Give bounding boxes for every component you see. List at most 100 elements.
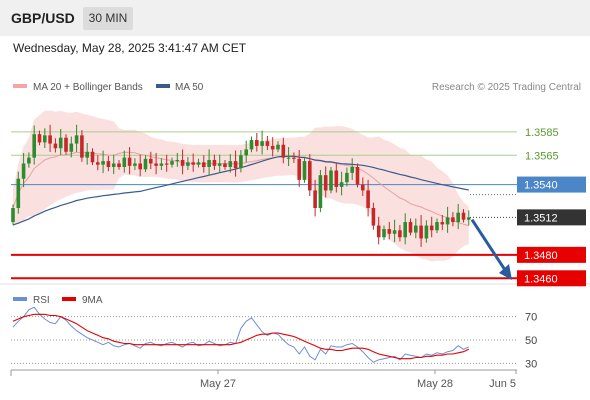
candle-body <box>260 141 264 146</box>
candle-body <box>90 151 95 163</box>
legend-swatch-ma50 <box>156 84 170 88</box>
candle <box>339 171 344 196</box>
candle-body <box>164 163 169 165</box>
candle <box>133 158 137 171</box>
candle-body <box>228 161 233 167</box>
candle-body <box>48 135 52 144</box>
candle <box>207 149 211 176</box>
legend-label-rsi: RSI <box>33 295 50 306</box>
level-1-3480-label: 1.3480 <box>524 250 558 262</box>
candle-body <box>297 158 301 180</box>
candle <box>281 137 286 164</box>
candle-body <box>138 163 142 170</box>
candle <box>58 128 63 156</box>
candle-body <box>170 161 174 165</box>
header-bar: GBP/USD 30 MIN <box>0 0 590 36</box>
candle-body <box>345 172 349 183</box>
level-1-3585-label: 1.3585 <box>525 127 559 139</box>
candle <box>292 152 296 164</box>
candle-body <box>127 157 132 166</box>
candle-body <box>223 163 227 167</box>
candle-body <box>16 178 21 208</box>
candle <box>440 215 445 231</box>
candle-body <box>414 225 418 233</box>
legend-swatch-ma20 <box>13 84 27 88</box>
candle-body <box>302 161 307 180</box>
candle-body <box>217 163 222 166</box>
candle-body <box>207 159 211 167</box>
candle-body <box>334 170 339 187</box>
candle-body <box>249 140 254 150</box>
candle-body <box>361 184 365 191</box>
legend-label-ma20: MA 20 + Bollinger Bands <box>33 82 143 93</box>
pair-title: GBP/USD <box>11 10 75 26</box>
candle-body <box>461 212 466 220</box>
candle <box>21 152 26 188</box>
timeframe-badge[interactable]: 30 MIN <box>83 7 133 30</box>
candle-body <box>440 222 445 225</box>
candle-body <box>286 157 291 159</box>
candle <box>159 158 164 171</box>
level-1-3565-label: 1.3565 <box>525 150 559 162</box>
rsi-line <box>12 306 469 363</box>
candle-body <box>80 135 84 158</box>
candle <box>223 159 227 170</box>
candle <box>355 163 360 188</box>
candle-body <box>233 161 238 169</box>
candle <box>228 154 233 173</box>
candle <box>366 179 370 217</box>
candle-body <box>143 158 148 170</box>
candle <box>445 206 450 233</box>
candle <box>43 128 47 149</box>
rsi-tick-30: 30 <box>525 358 537 370</box>
candle-body <box>122 157 127 167</box>
candle-body <box>202 162 206 167</box>
candle-body <box>429 225 434 231</box>
candle-body <box>276 144 280 150</box>
candle-body <box>37 134 42 143</box>
candle-body <box>32 134 36 158</box>
attribution: Research © 2025 Trading Central <box>432 82 581 93</box>
candle <box>302 157 307 183</box>
candle-body <box>149 158 153 164</box>
candle <box>164 154 169 172</box>
candle <box>64 134 68 155</box>
candle-body <box>154 163 158 166</box>
candle-body <box>350 167 354 173</box>
rsi-tick-50: 50 <box>525 335 537 347</box>
level-1-3480-box <box>517 246 586 263</box>
candle <box>117 159 121 170</box>
candle <box>276 141 280 153</box>
candle-body <box>101 161 105 165</box>
candle <box>32 125 36 165</box>
candle-body <box>191 162 195 165</box>
x-tick-label: May 28 <box>417 378 453 390</box>
candle-body <box>435 222 439 231</box>
candle <box>170 157 174 168</box>
level-1-3460-label: 1.3460 <box>524 273 558 285</box>
candle-body <box>239 155 243 169</box>
candle <box>270 137 275 157</box>
candle <box>350 158 354 180</box>
candle <box>101 150 105 174</box>
candle-body <box>292 157 296 159</box>
candle <box>255 133 259 152</box>
candle <box>37 130 42 146</box>
candle-body <box>53 143 58 149</box>
candle-body <box>11 208 15 223</box>
candle <box>318 169 323 213</box>
candle <box>106 155 111 172</box>
candle-body <box>180 159 185 166</box>
candle <box>286 147 291 167</box>
candle <box>408 218 413 236</box>
candle <box>217 154 222 173</box>
candle-body <box>456 212 460 223</box>
candle <box>85 142 89 165</box>
candle <box>48 124 52 153</box>
candle-body <box>43 135 47 143</box>
rsi-ma-line <box>12 313 470 360</box>
candle <box>456 203 460 230</box>
candle-body <box>85 151 89 158</box>
candle-body <box>339 182 344 187</box>
candle-body <box>21 163 26 179</box>
